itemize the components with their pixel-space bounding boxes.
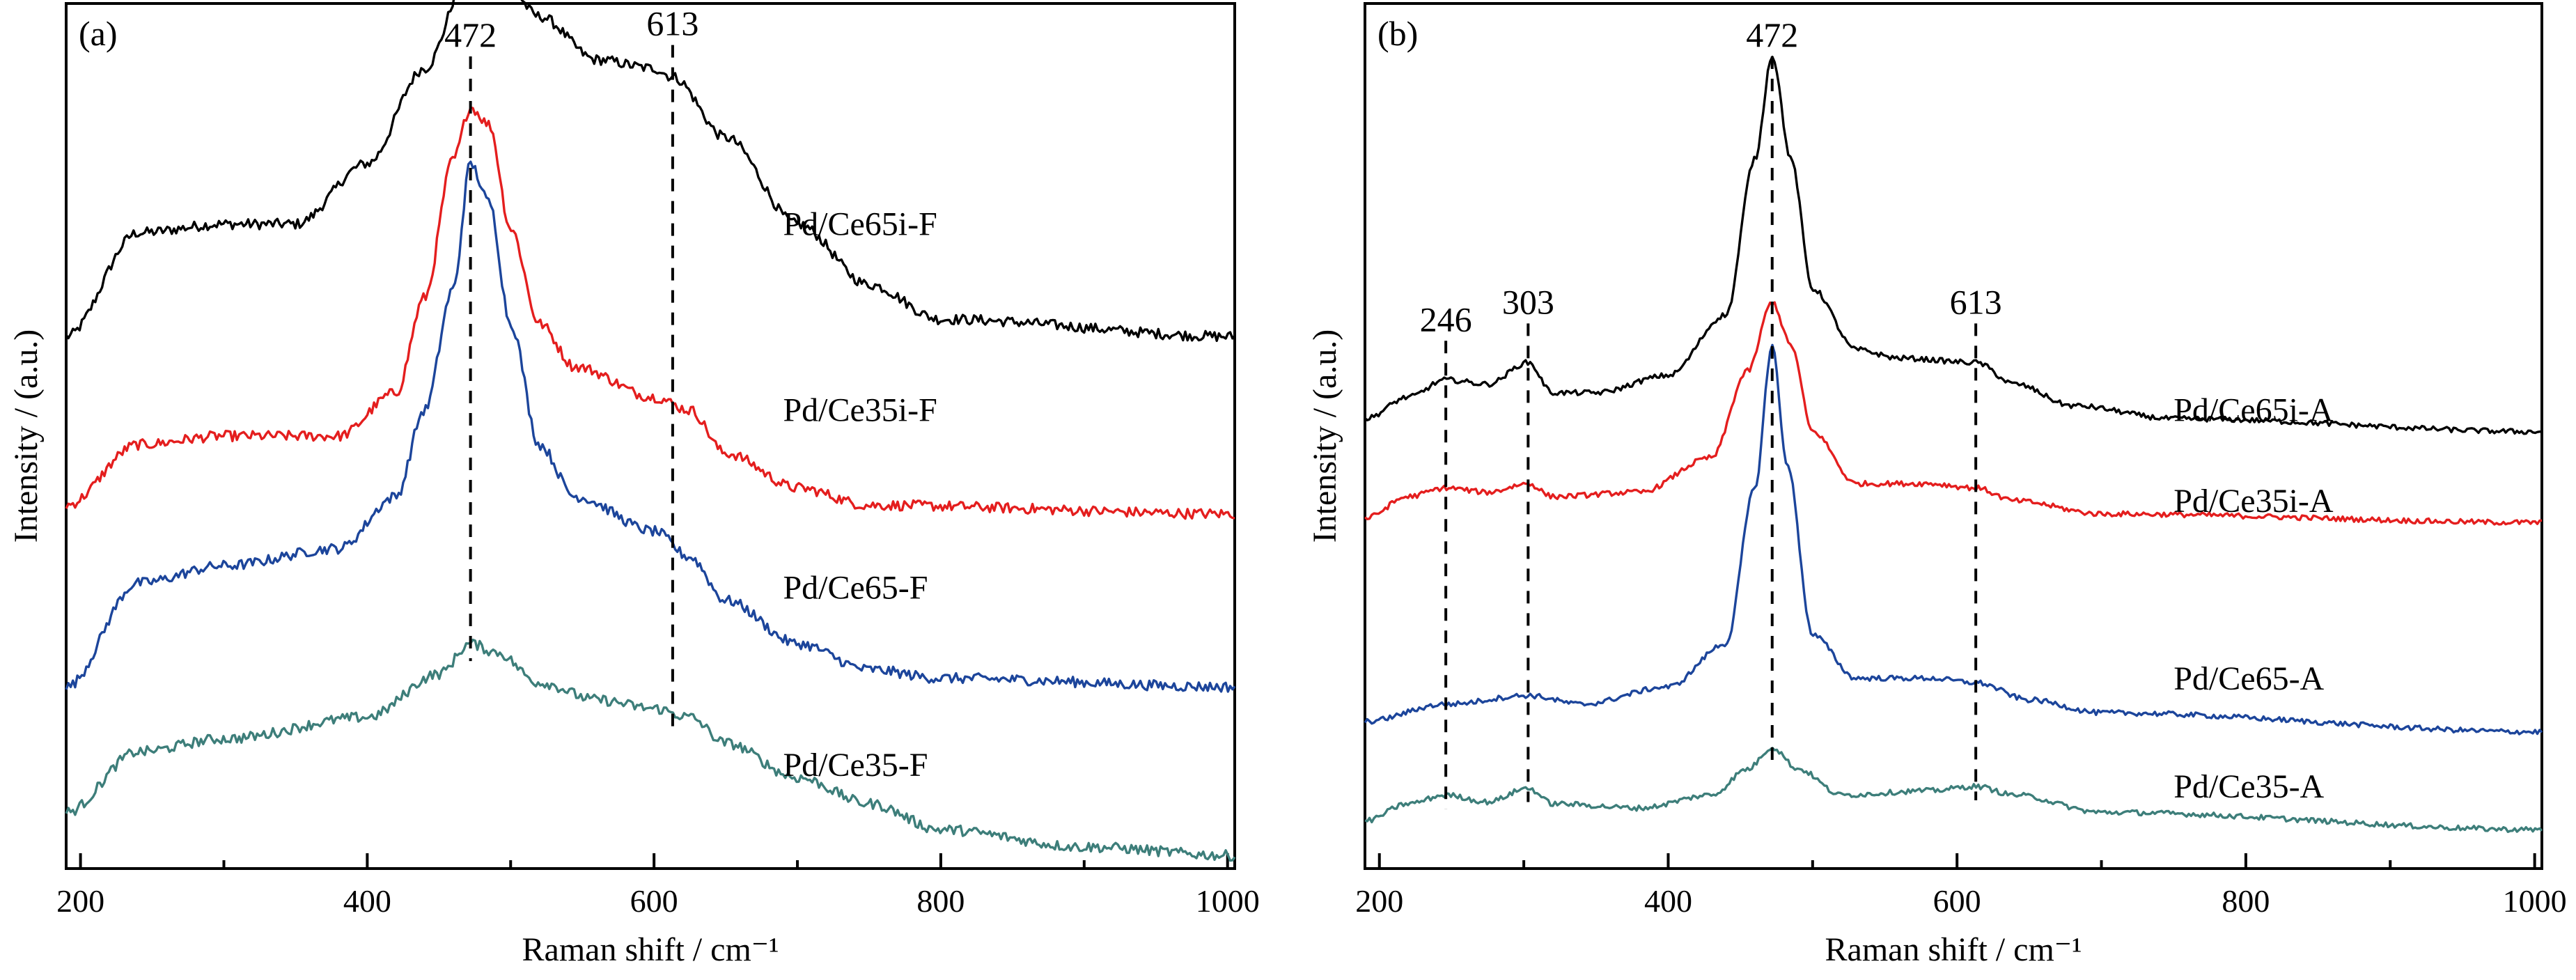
x-tick-label: 600: [630, 883, 678, 919]
x-tick-label: 1000: [2503, 883, 2567, 919]
series-label: Pd/Ce65i-A: [2173, 392, 2334, 429]
peak-label: 246: [1420, 300, 1472, 339]
chart-panel-a: 200 400 600 800 1000 Raman shift / cm⁻¹ Intens…: [8, 0, 1260, 968]
series-line-pd-ce35i-f: [65, 106, 1235, 520]
plot-frame: [65, 2, 1236, 870]
peak-label: 613: [646, 4, 698, 43]
y-axis-label: Intensity / (a.u.): [1306, 329, 1343, 543]
x-tick-label: 400: [343, 883, 391, 919]
series-line-pd-ce35-a: [1364, 747, 2543, 833]
x-tick-label: 800: [2222, 883, 2270, 919]
x-tick-label: 400: [1644, 883, 1692, 919]
series-line-pd-ce35i-a: [1364, 301, 2543, 526]
x-axis-label: Raman shift / cm⁻¹: [1825, 931, 2082, 968]
series-line-pd-ce65-a: [1364, 343, 2543, 736]
series-line-pd-ce65i-a: [1364, 55, 2543, 435]
peak-label: 472: [1746, 15, 1798, 54]
x-tick-label: 600: [1933, 883, 1981, 919]
peak-label: 303: [1502, 282, 1554, 321]
panel-label: (a): [79, 14, 118, 53]
x-tick-label: 200: [1355, 883, 1403, 919]
series-label: Pd/Ce35i-F: [783, 392, 937, 429]
y-axis-label: Intensity / (a.u.): [8, 329, 45, 543]
series-label: Pd/Ce65-A: [2173, 660, 2324, 697]
peak-label: 472: [444, 15, 497, 54]
series-label: Pd/Ce35i-A: [2173, 483, 2334, 520]
chart-panel-b: 200 400 600 800 1000 Raman shift / cm⁻¹ Intens…: [1306, 2, 2567, 968]
series-line-pd-ce65i-f: [65, 0, 1236, 342]
series-label: Pd/Ce65i-F: [783, 206, 937, 243]
panel-label: (b): [1377, 14, 1418, 53]
series-line-pd-ce65-f: [65, 160, 1236, 693]
series-line-pd-ce35-f: [65, 638, 1236, 862]
x-tick-label: 800: [916, 883, 965, 919]
series-label: Pd/Ce35-A: [2173, 768, 2324, 805]
series-label: Pd/Ce65-F: [783, 569, 928, 606]
series-label: Pd/Ce35-F: [783, 747, 928, 784]
peak-label: 613: [1950, 282, 2002, 321]
x-tick-label: 1000: [1196, 883, 1260, 919]
x-axis-label: Raman shift / cm⁻¹: [522, 931, 779, 968]
plot-frame: [1364, 2, 2543, 870]
x-tick-label: 200: [56, 883, 104, 919]
